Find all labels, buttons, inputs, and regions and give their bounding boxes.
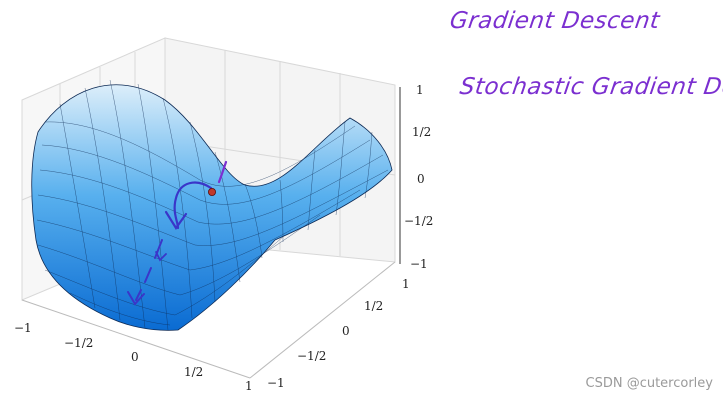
x-tick-0: 0 — [131, 350, 139, 364]
z-tick-half: 1/2 — [412, 125, 432, 139]
saddle-surface — [31, 79, 393, 331]
y-tick-1: 1 — [402, 277, 410, 291]
y-tick-0: 0 — [342, 324, 350, 338]
x-tick-half: 1/2 — [184, 365, 204, 379]
z-tick-1: 1 — [416, 83, 424, 97]
tick-mark — [217, 160, 228, 184]
x-tick-neg-1: −1 — [14, 321, 32, 335]
note-stochastic-gradient-descent: Stochastic Gradient Descent — [458, 74, 723, 100]
note-gradient-descent: Gradient Descent — [448, 8, 662, 34]
y-tick-neg-half: −1/2 — [297, 349, 327, 363]
x-tick-neg-half: −1/2 — [64, 336, 94, 350]
current-point — [207, 187, 216, 196]
y-tick-half: 1/2 — [364, 299, 384, 313]
x-tick-1: 1 — [245, 379, 253, 393]
z-tick-0: 0 — [417, 172, 425, 186]
gradient-path — [127, 160, 228, 306]
z-tick-neg-half: −1/2 — [404, 214, 434, 228]
watermark: CSDN @cutercorley — [585, 376, 714, 391]
y-tick-neg-1: −1 — [267, 376, 285, 390]
z-tick-neg-1: −1 — [410, 257, 428, 271]
